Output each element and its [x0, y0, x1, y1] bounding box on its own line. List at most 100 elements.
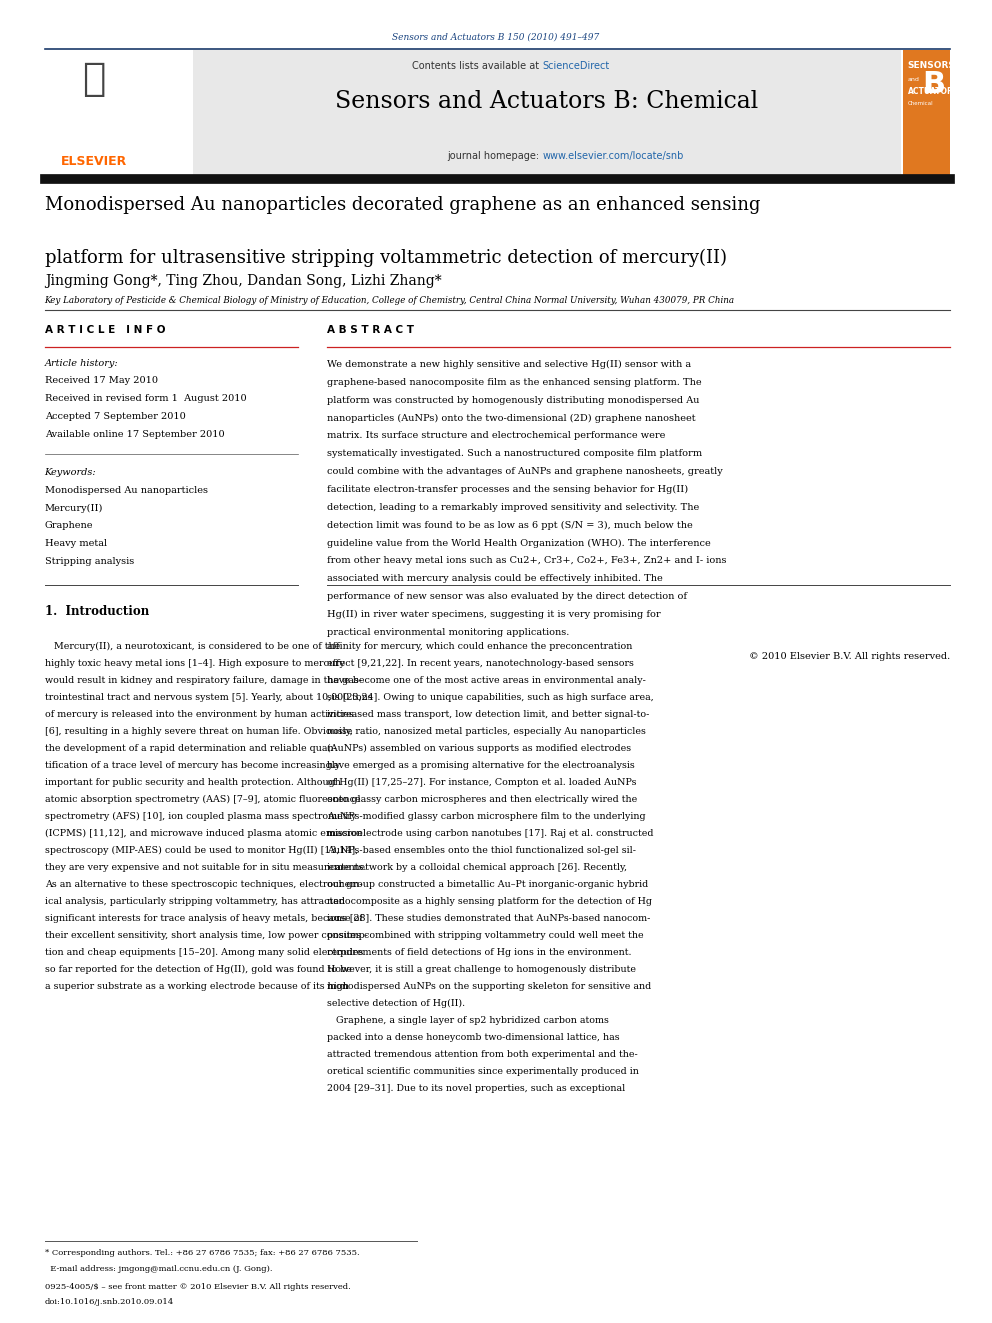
- Text: platform was constructed by homogenously distributing monodispersed Au: platform was constructed by homogenously…: [327, 396, 700, 405]
- Text: noise ratio, nanosized metal particles, especially Au nanoparticles: noise ratio, nanosized metal particles, …: [327, 726, 646, 736]
- Text: Graphene, a single layer of sp2 hybridized carbon atoms: Graphene, a single layer of sp2 hybridiz…: [327, 1016, 609, 1025]
- Text: of Hg(II) [17,25–27]. For instance, Compton et al. loaded AuNPs: of Hg(II) [17,25–27]. For instance, Comp…: [327, 778, 637, 787]
- Text: ical analysis, particularly stripping voltammetry, has attracted: ical analysis, particularly stripping vo…: [45, 897, 344, 906]
- Text: Mercury(II), a neurotoxicant, is considered to be one of the: Mercury(II), a neurotoxicant, is conside…: [45, 642, 340, 651]
- Text: systematically investigated. Such a nanostructured composite film platform: systematically investigated. Such a nano…: [327, 448, 702, 458]
- Text: As an alternative to these spectroscopic techniques, electrochem-: As an alternative to these spectroscopic…: [45, 880, 362, 889]
- Text: spectroscopy (MIP-AES) could be used to monitor Hg(II) [13,14],: spectroscopy (MIP-AES) could be used to …: [45, 845, 358, 855]
- Text: nanoparticles (AuNPs) onto the two-dimensional (2D) graphene nanosheet: nanoparticles (AuNPs) onto the two-dimen…: [327, 413, 696, 422]
- Text: from other heavy metal ions such as Cu2+, Cr3+, Co2+, Fe3+, Zn2+ and I- ions: from other heavy metal ions such as Cu2+…: [327, 556, 727, 565]
- Text: their excellent sensitivity, short analysis time, low power consump-: their excellent sensitivity, short analy…: [45, 930, 368, 939]
- Text: 2004 [29–31]. Due to its novel properties, such as exceptional: 2004 [29–31]. Due to its novel propertie…: [327, 1084, 626, 1093]
- Text: important for public security and health protection. Although: important for public security and health…: [45, 778, 340, 787]
- Text: ACTUATORS: ACTUATORS: [908, 87, 959, 97]
- Text: Stripping analysis: Stripping analysis: [45, 557, 134, 566]
- Text: ELSEVIER: ELSEVIER: [62, 155, 127, 168]
- Text: of mercury is released into the environment by human activities: of mercury is released into the environm…: [45, 709, 353, 718]
- Text: they are very expensive and not suitable for in situ measurements.: they are very expensive and not suitable…: [45, 863, 366, 872]
- Text: Mercury(II): Mercury(II): [45, 503, 103, 512]
- Text: Graphene: Graphene: [45, 521, 93, 531]
- Text: Jingming Gong*, Ting Zhou, Dandan Song, Lizhi Zhang*: Jingming Gong*, Ting Zhou, Dandan Song, …: [45, 274, 441, 288]
- Text: could combine with the advantages of AuNPs and graphene nanosheets, greatly: could combine with the advantages of AuN…: [327, 467, 723, 476]
- Text: AuNPs-based ensembles onto the thiol functionalized sol-gel sil-: AuNPs-based ensembles onto the thiol fun…: [327, 845, 636, 855]
- Text: facilitate electron-transfer processes and the sensing behavior for Hg(II): facilitate electron-transfer processes a…: [327, 484, 688, 493]
- Text: onto glassy carbon microspheres and then electrically wired the: onto glassy carbon microspheres and then…: [327, 795, 638, 803]
- Text: detection limit was found to be as low as 6 ppt (S/N = 3), much below the: detection limit was found to be as low a…: [327, 520, 693, 529]
- Text: ScienceDirect: ScienceDirect: [542, 61, 609, 71]
- Text: Accepted 7 September 2010: Accepted 7 September 2010: [45, 411, 186, 421]
- Text: However, it is still a great challenge to homogenously distribute: However, it is still a great challenge t…: [327, 964, 636, 974]
- Text: affinity for mercury, which could enhance the preconcentration: affinity for mercury, which could enhanc…: [327, 642, 633, 651]
- Text: Chemical: Chemical: [908, 101, 933, 106]
- Text: A B S T R A C T: A B S T R A C T: [327, 325, 415, 336]
- Text: our group constructed a bimetallic Au–Pt inorganic-organic hybrid: our group constructed a bimetallic Au–Pt…: [327, 880, 649, 889]
- Text: atomic absorption spectrometry (AAS) [7–9], atomic fluorescence: atomic absorption spectrometry (AAS) [7–…: [45, 795, 360, 804]
- Text: Received 17 May 2010: Received 17 May 2010: [45, 376, 158, 385]
- Text: Sensors and Actuators B 150 (2010) 491–497: Sensors and Actuators B 150 (2010) 491–4…: [393, 32, 599, 41]
- Text: 1.  Introduction: 1. Introduction: [45, 605, 149, 618]
- Text: packed into a dense honeycomb two-dimensional lattice, has: packed into a dense honeycomb two-dimens…: [327, 1033, 620, 1041]
- Text: effect [9,21,22]. In recent years, nanotechnology-based sensors: effect [9,21,22]. In recent years, nanot…: [327, 659, 634, 668]
- Text: www.elsevier.com/locate/snb: www.elsevier.com/locate/snb: [542, 151, 683, 161]
- Text: Heavy metal: Heavy metal: [45, 538, 107, 548]
- Text: Hg(II) in river water specimens, suggesting it is very promising for: Hg(II) in river water specimens, suggest…: [327, 610, 661, 619]
- Text: sis [23,24]. Owing to unique capabilities, such as high surface area,: sis [23,24]. Owing to unique capabilitie…: [327, 693, 654, 701]
- Text: (AuNPs) assembled on various supports as modified electrodes: (AuNPs) assembled on various supports as…: [327, 744, 632, 753]
- Text: Contents lists available at: Contents lists available at: [412, 61, 542, 71]
- Text: posites combined with stripping voltammetry could well meet the: posites combined with stripping voltamme…: [327, 930, 644, 939]
- Text: a superior substrate as a working electrode because of its high: a superior substrate as a working electr…: [45, 982, 348, 991]
- Text: macroelectrode using carbon nanotubes [17]. Raj et al. constructed: macroelectrode using carbon nanotubes [1…: [327, 828, 654, 837]
- Text: have emerged as a promising alternative for the electroanalysis: have emerged as a promising alternative …: [327, 761, 635, 770]
- Text: icate network by a colloidal chemical approach [26]. Recently,: icate network by a colloidal chemical ap…: [327, 863, 628, 872]
- Text: platform for ultrasensitive stripping voltammetric detection of mercury(II): platform for ultrasensitive stripping vo…: [45, 249, 726, 267]
- Text: Sensors and Actuators B: Chemical: Sensors and Actuators B: Chemical: [335, 90, 759, 112]
- Text: Available online 17 September 2010: Available online 17 September 2010: [45, 430, 224, 439]
- Text: graphene-based nanocomposite film as the enhanced sensing platform. The: graphene-based nanocomposite film as the…: [327, 378, 702, 386]
- Text: Monodispersed Au nanoparticles: Monodispersed Au nanoparticles: [45, 486, 207, 495]
- Text: Monodispersed Au nanoparticles decorated graphene as an enhanced sensing: Monodispersed Au nanoparticles decorated…: [45, 196, 760, 214]
- Text: Article history:: Article history:: [45, 359, 118, 368]
- Text: 🌳: 🌳: [82, 60, 106, 98]
- Text: doi:10.1016/j.snb.2010.09.014: doi:10.1016/j.snb.2010.09.014: [45, 1298, 174, 1306]
- Text: attracted tremendous attention from both experimental and the-: attracted tremendous attention from both…: [327, 1049, 638, 1058]
- Text: guideline value from the World Health Organization (WHO). The interference: guideline value from the World Health Or…: [327, 538, 711, 548]
- Text: oretical scientific communities since experimentally produced in: oretical scientific communities since ex…: [327, 1066, 639, 1076]
- Text: [6], resulting in a highly severe threat on human life. Obviously,: [6], resulting in a highly severe threat…: [45, 726, 352, 736]
- Text: associated with mercury analysis could be effectively inhibited. The: associated with mercury analysis could b…: [327, 574, 663, 583]
- Text: monodispersed AuNPs on the supporting skeleton for sensitive and: monodispersed AuNPs on the supporting sk…: [327, 982, 652, 991]
- Text: 0925-4005/$ – see front matter © 2010 Elsevier B.V. All rights reserved.: 0925-4005/$ – see front matter © 2010 El…: [45, 1283, 350, 1291]
- Text: selective detection of Hg(II).: selective detection of Hg(II).: [327, 999, 465, 1008]
- Text: practical environmental monitoring applications.: practical environmental monitoring appli…: [327, 627, 569, 636]
- Text: B: B: [923, 70, 945, 99]
- Text: * Corresponding authors. Tel.: +86 27 6786 7535; fax: +86 27 6786 7535.: * Corresponding authors. Tel.: +86 27 67…: [45, 1249, 359, 1257]
- Text: SENSORS: SENSORS: [908, 61, 955, 70]
- Text: performance of new sensor was also evaluated by the direct detection of: performance of new sensor was also evalu…: [327, 591, 687, 601]
- Text: ions [28]. These studies demonstrated that AuNPs-based nanocom-: ions [28]. These studies demonstrated th…: [327, 914, 651, 922]
- Text: We demonstrate a new highly sensitive and selective Hg(II) sensor with a: We demonstrate a new highly sensitive an…: [327, 360, 691, 369]
- Text: Received in revised form 1  August 2010: Received in revised form 1 August 2010: [45, 394, 246, 404]
- Text: increased mass transport, low detection limit, and better signal-to-: increased mass transport, low detection …: [327, 709, 650, 718]
- Text: have become one of the most active areas in environmental analy-: have become one of the most active areas…: [327, 676, 646, 685]
- Text: E-mail address: jmgong@mail.ccnu.edu.cn (J. Gong).: E-mail address: jmgong@mail.ccnu.edu.cn …: [45, 1265, 272, 1273]
- Text: tion and cheap equipments [15–20]. Among many solid electrodes: tion and cheap equipments [15–20]. Among…: [45, 947, 363, 957]
- Text: trointestinal tract and nervous system [5]. Yearly, about 10,000 tons: trointestinal tract and nervous system […: [45, 693, 372, 701]
- Text: spectrometry (AFS) [10], ion coupled plasma mass spectrometry: spectrometry (AFS) [10], ion coupled pla…: [45, 812, 356, 820]
- Text: matrix. Its surface structure and electrochemical performance were: matrix. Its surface structure and electr…: [327, 431, 666, 441]
- Text: Key Laboratory of Pesticide & Chemical Biology of Ministry of Education, College: Key Laboratory of Pesticide & Chemical B…: [45, 296, 735, 306]
- Text: (ICPMS) [11,12], and microwave induced plasma atomic emission: (ICPMS) [11,12], and microwave induced p…: [45, 828, 362, 837]
- Bar: [903, 50, 950, 175]
- Text: A R T I C L E   I N F O: A R T I C L E I N F O: [45, 325, 165, 336]
- Text: so far reported for the detection of Hg(II), gold was found to be: so far reported for the detection of Hg(…: [45, 964, 351, 974]
- Text: tification of a trace level of mercury has become increasingly: tification of a trace level of mercury h…: [45, 761, 340, 770]
- Text: nanocomposite as a highly sensing platform for the detection of Hg: nanocomposite as a highly sensing platfo…: [327, 897, 653, 906]
- Text: highly toxic heavy metal ions [1–4]. High exposure to mercury: highly toxic heavy metal ions [1–4]. Hig…: [45, 659, 344, 668]
- Text: journal homepage:: journal homepage:: [446, 151, 542, 161]
- Text: significant interests for trace analysis of heavy metals, because of: significant interests for trace analysis…: [45, 914, 362, 922]
- Text: AuNPs-modified glassy carbon microsphere film to the underlying: AuNPs-modified glassy carbon microsphere…: [327, 812, 646, 820]
- Text: Keywords:: Keywords:: [45, 467, 96, 476]
- Bar: [193, 50, 901, 175]
- Text: detection, leading to a remarkably improved sensitivity and selectivity. The: detection, leading to a remarkably impro…: [327, 503, 699, 512]
- Text: would result in kidney and respiratory failure, damage in the gas-: would result in kidney and respiratory f…: [45, 676, 362, 685]
- Text: requirements of field detections of Hg ions in the environment.: requirements of field detections of Hg i…: [327, 947, 632, 957]
- Text: © 2010 Elsevier B.V. All rights reserved.: © 2010 Elsevier B.V. All rights reserved…: [749, 652, 950, 662]
